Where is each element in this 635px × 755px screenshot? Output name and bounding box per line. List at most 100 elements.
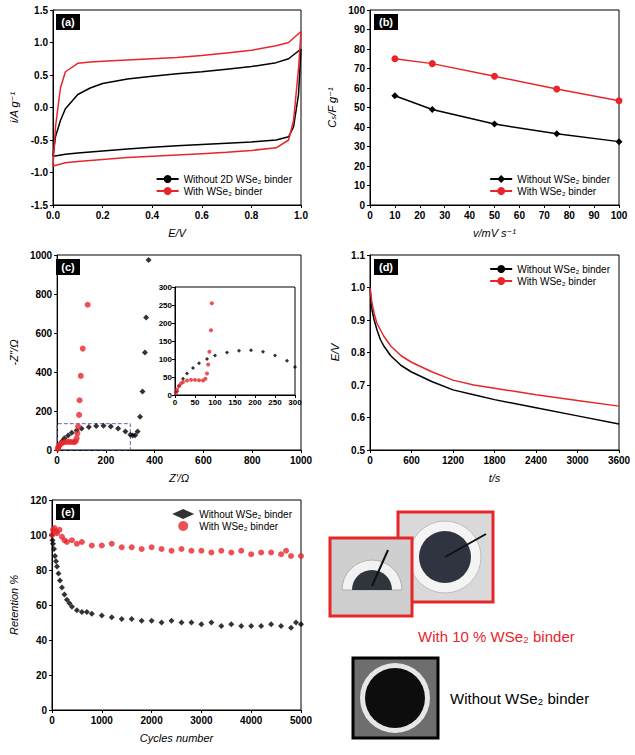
svg-text:Without WSe₂ binder: Without WSe₂ binder xyxy=(517,174,610,185)
svg-text:80: 80 xyxy=(354,44,366,55)
svg-text:1000: 1000 xyxy=(30,250,53,261)
svg-text:3000: 3000 xyxy=(190,715,213,726)
svg-text:0.8: 0.8 xyxy=(244,210,258,221)
svg-text:100: 100 xyxy=(348,5,365,16)
svg-text:-1.0: -1.0 xyxy=(31,167,49,178)
svg-text:4000: 4000 xyxy=(240,715,263,726)
svg-text:1.0: 1.0 xyxy=(351,282,365,293)
svg-text:60: 60 xyxy=(514,210,526,221)
svg-text:1000: 1000 xyxy=(290,455,313,466)
svg-text:Retention %: Retention % xyxy=(8,575,20,635)
svg-text:20: 20 xyxy=(354,161,366,172)
svg-text:100: 100 xyxy=(30,530,47,541)
svg-text:2000: 2000 xyxy=(140,715,163,726)
svg-text:40: 40 xyxy=(464,210,476,221)
svg-text:3000: 3000 xyxy=(566,455,589,466)
svg-text:90: 90 xyxy=(354,24,366,35)
svg-text:400: 400 xyxy=(35,367,52,378)
svg-text:Without WSe₂ binder: Without WSe₂ binder xyxy=(450,690,589,707)
svg-text:70: 70 xyxy=(539,210,551,221)
svg-text:100: 100 xyxy=(159,355,173,364)
svg-text:200: 200 xyxy=(248,398,262,407)
svg-text:250: 250 xyxy=(268,398,282,407)
svg-text:With 10 % WSe₂ binder: With 10 % WSe₂ binder xyxy=(418,628,575,645)
svg-text:-0.5: -0.5 xyxy=(31,135,49,146)
svg-text:100: 100 xyxy=(611,210,628,221)
svg-text:With WSe₂ binder: With WSe₂ binder xyxy=(517,276,597,287)
svg-text:100: 100 xyxy=(208,398,222,407)
svg-text:1000: 1000 xyxy=(91,715,114,726)
svg-text:80: 80 xyxy=(564,210,576,221)
svg-text:0.0: 0.0 xyxy=(34,102,48,113)
svg-text:300: 300 xyxy=(288,398,302,407)
svg-text:1200: 1200 xyxy=(442,455,465,466)
svg-text:0: 0 xyxy=(49,715,55,726)
svg-text:70: 70 xyxy=(354,63,366,74)
svg-text:With WSe₂ binder: With WSe₂ binder xyxy=(184,186,264,197)
svg-text:90: 90 xyxy=(589,210,601,221)
svg-text:0: 0 xyxy=(359,200,365,211)
svg-text:200: 200 xyxy=(98,455,115,466)
svg-text:With WSe₂ binder: With WSe₂ binder xyxy=(199,521,279,532)
svg-text:-Z''/Ω: -Z''/Ω xyxy=(8,339,20,365)
svg-text:60: 60 xyxy=(36,600,48,611)
svg-text:Cycles number: Cycles number xyxy=(140,732,215,744)
svg-text:Z'/Ω: Z'/Ω xyxy=(168,472,189,484)
svg-text:800: 800 xyxy=(244,455,261,466)
svg-text:600: 600 xyxy=(403,455,420,466)
svg-text:Without WSe₂ binder: Without WSe₂ binder xyxy=(517,264,610,275)
svg-text:150: 150 xyxy=(228,398,242,407)
svg-text:0: 0 xyxy=(41,705,47,716)
svg-text:0.5: 0.5 xyxy=(34,70,48,81)
svg-text:80: 80 xyxy=(36,565,48,576)
svg-text:0: 0 xyxy=(367,455,373,466)
svg-text:10: 10 xyxy=(389,210,401,221)
svg-text:50: 50 xyxy=(163,373,172,382)
svg-text:E/V: E/V xyxy=(329,342,341,361)
svg-text:600: 600 xyxy=(195,455,212,466)
svg-text:Without WSe₂ binder: Without WSe₂ binder xyxy=(199,509,292,520)
svg-text:0.4: 0.4 xyxy=(145,210,159,221)
svg-text:(e): (e) xyxy=(61,506,75,518)
svg-text:3600: 3600 xyxy=(608,455,631,466)
svg-text:E/V: E/V xyxy=(168,227,187,239)
svg-text:t/s: t/s xyxy=(489,472,501,484)
svg-text:2400: 2400 xyxy=(525,455,548,466)
svg-text:50: 50 xyxy=(191,398,200,407)
svg-text:1.0: 1.0 xyxy=(294,210,308,221)
svg-text:30: 30 xyxy=(439,210,451,221)
svg-text:0: 0 xyxy=(47,445,53,456)
svg-text:150: 150 xyxy=(159,337,173,346)
svg-text:1.5: 1.5 xyxy=(34,5,48,16)
svg-text:0.0: 0.0 xyxy=(46,210,60,221)
svg-text:800: 800 xyxy=(35,289,52,300)
svg-text:1.1: 1.1 xyxy=(351,250,365,261)
svg-text:v/mV s⁻¹: v/mV s⁻¹ xyxy=(473,227,516,239)
svg-text:(c): (c) xyxy=(61,261,75,273)
svg-text:0: 0 xyxy=(173,398,178,407)
svg-text:0.6: 0.6 xyxy=(351,412,365,423)
svg-text:Without 2D WSe₂ binder: Without 2D WSe₂ binder xyxy=(184,174,293,185)
svg-text:1800: 1800 xyxy=(483,455,506,466)
svg-text:20: 20 xyxy=(36,670,48,681)
svg-text:Cₛ/F g⁻¹: Cₛ/F g⁻¹ xyxy=(326,87,338,128)
svg-text:60: 60 xyxy=(354,83,366,94)
svg-text:20: 20 xyxy=(414,210,426,221)
svg-text:300: 300 xyxy=(159,283,173,292)
svg-text:120: 120 xyxy=(30,495,47,506)
svg-text:With WSe₂ binder: With WSe₂ binder xyxy=(517,186,597,197)
svg-text:200: 200 xyxy=(159,319,173,328)
svg-text:(b): (b) xyxy=(379,16,393,28)
svg-text:200: 200 xyxy=(35,406,52,417)
svg-text:0.6: 0.6 xyxy=(195,210,209,221)
svg-text:i/A g⁻¹: i/A g⁻¹ xyxy=(8,92,20,123)
svg-text:5000: 5000 xyxy=(290,715,313,726)
svg-text:0: 0 xyxy=(367,210,373,221)
svg-text:(a): (a) xyxy=(61,16,75,28)
svg-text:600: 600 xyxy=(35,328,52,339)
svg-text:0: 0 xyxy=(54,455,60,466)
svg-text:400: 400 xyxy=(146,455,163,466)
svg-text:0.5: 0.5 xyxy=(351,445,365,456)
svg-text:10: 10 xyxy=(354,180,366,191)
svg-text:50: 50 xyxy=(354,102,366,113)
